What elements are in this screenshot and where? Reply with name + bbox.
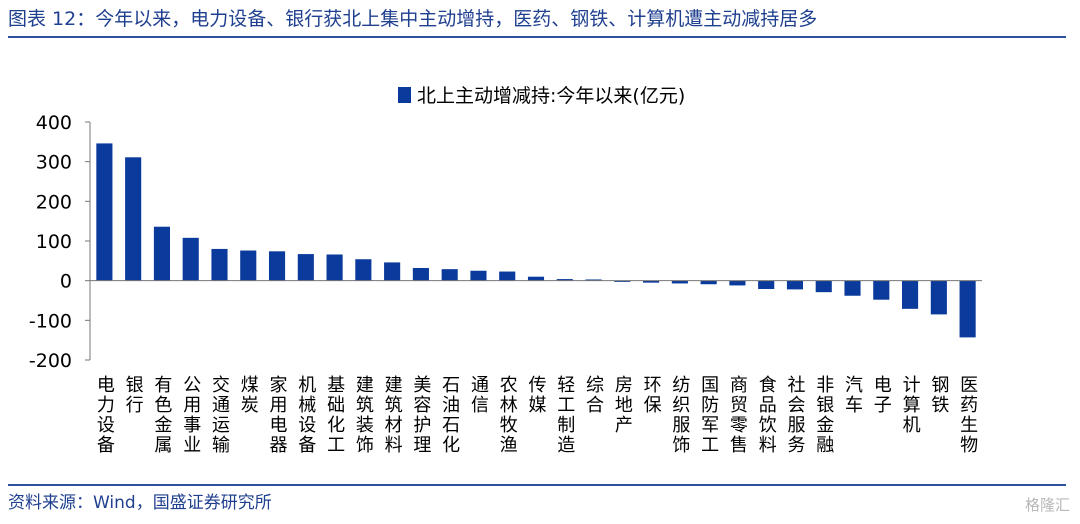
y-tick-label: 200 bbox=[36, 191, 72, 213]
bar bbox=[96, 143, 113, 281]
top-divider bbox=[8, 36, 1066, 38]
bar bbox=[527, 276, 545, 281]
bar bbox=[182, 237, 199, 281]
x-tick-label: 建筑装饰 bbox=[353, 375, 374, 455]
source-note: 资料来源：Wind，国盛证券研究所 bbox=[8, 493, 272, 513]
x-tick-label: 石油石化 bbox=[439, 375, 460, 455]
x-tick-label: 计算机 bbox=[900, 375, 921, 435]
x-tick-label: 食品饮料 bbox=[756, 375, 777, 455]
x-tick-label: 建筑材料 bbox=[382, 375, 403, 455]
x-tick-label: 传媒 bbox=[526, 375, 547, 415]
bar bbox=[585, 279, 602, 281]
x-tick-label: 农林牧渔 bbox=[497, 375, 518, 455]
y-axis: 400 300 200 100 0 -100 -200 bbox=[29, 112, 90, 372]
bar bbox=[240, 250, 257, 281]
bar bbox=[815, 280, 832, 293]
bar bbox=[470, 270, 487, 281]
bar bbox=[125, 157, 142, 281]
x-tick-label: 非银金融 bbox=[813, 375, 834, 455]
chart-legend: 北上主动增减持:今年以来(亿元) bbox=[398, 85, 685, 107]
bar bbox=[959, 280, 976, 338]
x-tick-label: 机械设备 bbox=[295, 375, 316, 455]
figure-title: 图表 12：今年以来，电力设备、银行获北上集中主动增持，医药、钢铁、计算机遭主动… bbox=[8, 8, 818, 30]
x-tick-label: 钢铁 bbox=[928, 375, 949, 415]
x-tick-label: 环保 bbox=[641, 375, 662, 415]
bar bbox=[700, 280, 717, 285]
x-tick-label: 轻工制造 bbox=[554, 375, 575, 455]
bar bbox=[930, 280, 947, 315]
bar bbox=[614, 280, 631, 282]
bottom-divider bbox=[8, 484, 1066, 486]
x-tick-label: 家用电器 bbox=[267, 375, 288, 455]
legend-swatch bbox=[398, 87, 411, 103]
bar bbox=[412, 267, 429, 281]
x-tick-label: 通信 bbox=[468, 375, 489, 415]
bar bbox=[326, 254, 343, 281]
x-tick-label: 美容护理 bbox=[410, 375, 431, 455]
watermark-logo: 格隆汇 bbox=[1024, 496, 1070, 514]
x-tick-label: 煤炭 bbox=[238, 375, 259, 415]
x-tick-label: 医药生物 bbox=[957, 375, 978, 455]
bars bbox=[96, 143, 976, 338]
bar bbox=[902, 280, 919, 309]
x-tick-label: 综合 bbox=[583, 375, 604, 415]
bar bbox=[786, 280, 804, 290]
bar bbox=[499, 271, 516, 281]
y-tick-label: 400 bbox=[36, 112, 72, 134]
x-tick-label: 公用事业 bbox=[180, 375, 201, 455]
x-tick-label: 国防军工 bbox=[698, 375, 719, 455]
bar bbox=[729, 280, 746, 286]
x-axis-labels: 电力设备 银行 有色金属 公用事业 交通运输 煤炭 家用电器 机械设备 基础化工 建筑装饰 建筑材料… bbox=[94, 375, 978, 455]
y-tick-label: 100 bbox=[36, 231, 72, 253]
bar bbox=[297, 254, 314, 281]
x-tick-label: 电力设备 bbox=[94, 375, 115, 455]
y-tick-label: 0 bbox=[60, 271, 72, 293]
bar bbox=[556, 279, 573, 281]
y-tick-label: -100 bbox=[29, 310, 72, 332]
y-tick-label: -200 bbox=[29, 350, 72, 372]
bar bbox=[384, 262, 401, 281]
bar bbox=[153, 226, 170, 281]
bar-chart: 北上主动增减持:今年以来(亿元) 400 300 200 100 0 -100 -200 电… bbox=[29, 85, 982, 455]
bar bbox=[441, 269, 458, 281]
x-tick-label: 社会服务 bbox=[784, 375, 805, 455]
bar bbox=[355, 259, 372, 281]
x-tick-label: 银行 bbox=[123, 375, 144, 415]
x-tick-label: 商贸零售 bbox=[727, 375, 748, 455]
x-tick-label: 有色金属 bbox=[151, 375, 172, 455]
y-tick-label: 300 bbox=[36, 152, 72, 174]
x-tick-label: 房地产 bbox=[612, 375, 633, 435]
bar bbox=[643, 280, 660, 283]
bar bbox=[758, 280, 775, 289]
legend-label: 北上主动增减持:今年以来(亿元) bbox=[417, 85, 685, 107]
bar bbox=[268, 251, 286, 281]
x-tick-label: 基础化工 bbox=[324, 375, 345, 455]
x-tick-label: 纺织服饰 bbox=[669, 375, 690, 455]
x-tick-label: 电子 bbox=[871, 375, 892, 415]
bar bbox=[844, 280, 861, 296]
bar bbox=[671, 280, 688, 284]
bar bbox=[211, 248, 228, 281]
bar bbox=[873, 280, 890, 300]
x-tick-label: 汽车 bbox=[842, 375, 863, 415]
x-tick-label: 交通运输 bbox=[209, 375, 230, 455]
